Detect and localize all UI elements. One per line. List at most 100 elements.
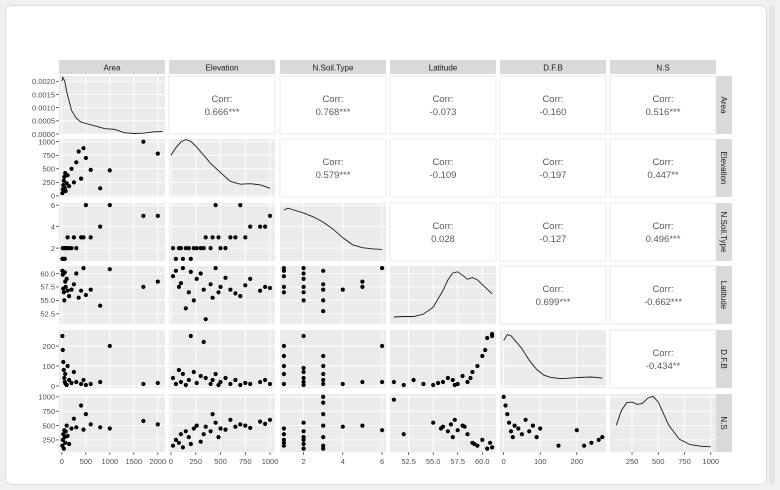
data-point	[340, 381, 345, 387]
y-tick-label: 4	[51, 222, 55, 231]
panel-background	[59, 394, 165, 452]
data-point	[208, 381, 213, 387]
corr-label: Corr:	[322, 94, 343, 105]
data-point	[301, 290, 306, 295]
data-point	[61, 290, 66, 295]
data-point	[170, 246, 176, 251]
data-point	[510, 435, 515, 440]
correlation-panel	[389, 138, 497, 198]
correlation-panel	[279, 138, 387, 198]
panel-background	[610, 394, 716, 452]
row-strip-Area	[716, 76, 732, 134]
data-point	[208, 429, 213, 434]
data-point	[321, 443, 326, 448]
panel-background	[169, 266, 275, 324]
x-tick-label: 60.0	[475, 457, 490, 466]
data-point	[281, 432, 286, 437]
data-point	[201, 339, 206, 345]
data-point	[380, 343, 385, 349]
data-point	[83, 155, 88, 161]
data-point	[188, 269, 193, 274]
data-point	[63, 429, 68, 434]
x-tick-label: 250	[189, 457, 202, 466]
corr-value: 0.768***	[316, 107, 351, 118]
data-point	[321, 371, 326, 377]
panel-background	[390, 394, 496, 452]
corr-value: -0.197	[540, 170, 567, 181]
corr-label: Corr:	[652, 348, 673, 359]
data-point	[213, 266, 218, 271]
data-point	[83, 382, 88, 388]
x-tick-label: 2000	[149, 457, 166, 466]
data-point	[67, 184, 72, 189]
data-point	[216, 235, 221, 240]
data-point	[61, 367, 66, 373]
data-point	[141, 139, 146, 144]
data-point	[155, 213, 160, 218]
column-strip-Latitude	[390, 60, 496, 74]
data-point	[281, 363, 286, 369]
data-point	[523, 417, 528, 422]
x-tick-label: 55.0	[426, 457, 441, 466]
data-point	[194, 380, 199, 386]
y-tick-label: 100	[42, 362, 55, 371]
data-point	[88, 422, 93, 427]
row-strip-label: D.F.B	[719, 349, 728, 369]
data-point	[248, 425, 253, 430]
data-point	[411, 377, 416, 383]
data-point	[76, 149, 81, 154]
data-point	[176, 440, 181, 445]
density-curve-N.Soil.Type	[283, 207, 383, 250]
data-point	[301, 441, 306, 447]
data-point	[178, 432, 183, 437]
data-point	[223, 375, 228, 381]
data-point	[198, 271, 203, 276]
row-strip-N.Soil.Type	[716, 203, 732, 261]
data-point	[321, 435, 326, 440]
data-point	[83, 292, 88, 298]
data-point	[267, 381, 273, 387]
data-point	[452, 382, 457, 388]
y-tick-label: 57.5	[40, 283, 55, 292]
data-point	[81, 377, 86, 383]
data-point	[67, 441, 72, 447]
data-point	[321, 412, 326, 417]
data-point	[340, 424, 345, 429]
data-point	[173, 268, 178, 273]
data-point	[380, 379, 385, 385]
data-point	[505, 412, 510, 417]
y-tick-label: 0.0005	[32, 117, 55, 126]
data-point	[141, 213, 146, 218]
data-point	[98, 303, 103, 308]
data-point	[198, 246, 203, 251]
data-point	[191, 298, 196, 303]
data-point	[485, 335, 490, 341]
vertical-scrollbar[interactable]	[769, 6, 775, 484]
data-point	[243, 423, 248, 428]
data-point	[210, 235, 215, 240]
data-point	[233, 424, 238, 429]
data-point	[281, 343, 286, 349]
data-point	[281, 284, 286, 289]
data-point	[301, 429, 306, 434]
corr-label: Corr:	[542, 284, 563, 295]
data-point	[238, 203, 243, 208]
data-point	[321, 377, 326, 383]
density-curve-Elevation	[170, 139, 271, 189]
panel-background	[59, 330, 165, 388]
data-point	[67, 377, 72, 383]
data-point	[472, 441, 477, 447]
data-point	[596, 437, 601, 442]
row-strip-D.F.B	[716, 330, 732, 388]
data-point	[155, 279, 160, 284]
data-point	[79, 176, 84, 181]
data-point	[281, 353, 286, 359]
data-point	[321, 268, 326, 273]
correlation-panel	[389, 202, 497, 262]
data-point	[321, 363, 326, 369]
corr-label: Corr:	[432, 94, 453, 105]
data-point	[267, 417, 273, 422]
x-tick-label: 4	[341, 457, 345, 466]
corr-label: Corr:	[652, 284, 673, 295]
data-point	[445, 375, 450, 381]
